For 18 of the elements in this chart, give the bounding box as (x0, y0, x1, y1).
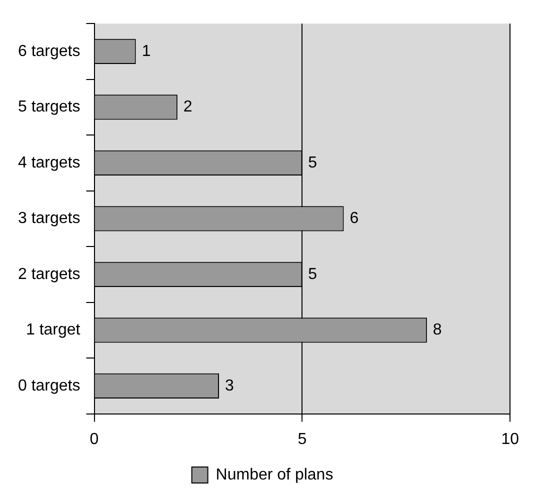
data-label: 3 (225, 377, 234, 394)
data-label: 2 (183, 98, 192, 116)
x-tick-label: 0 (90, 430, 99, 448)
y-tick-label: 2 targets (18, 266, 80, 283)
y-tick-label: 4 targets (18, 154, 80, 172)
y-tick-label: 3 targets (18, 210, 80, 228)
x-tick-label: 5 (298, 430, 307, 448)
y-tick-label: 5 targets (18, 98, 80, 116)
y-tick-label: 6 targets (18, 42, 80, 60)
data-label: 8 (432, 322, 442, 339)
data-label: 5 (308, 266, 318, 283)
data-label: 6 (350, 210, 359, 228)
legend-label: Number of plans (216, 466, 334, 484)
y-tick-label: 1 target (26, 322, 81, 339)
x-tick-label: 10 (501, 430, 520, 448)
y-tick-label: 0 targets (18, 377, 80, 394)
data-label: 5 (308, 154, 318, 172)
data-label: 1 (142, 42, 151, 60)
